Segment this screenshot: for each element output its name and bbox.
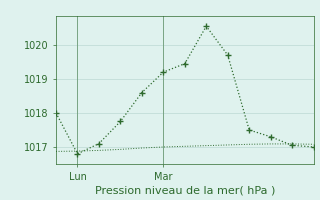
- X-axis label: Pression niveau de la mer( hPa ): Pression niveau de la mer( hPa ): [95, 186, 275, 196]
